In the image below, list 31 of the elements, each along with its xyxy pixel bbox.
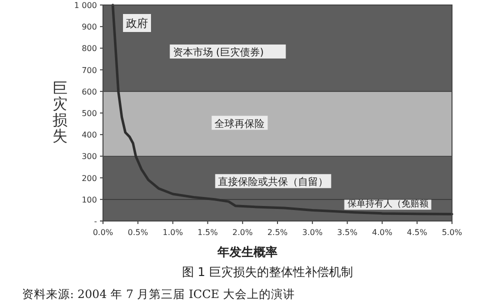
y-tick-label: 500	[82, 109, 97, 118]
y-tick-label: 100	[82, 195, 97, 204]
text: 资料来源: 2004 年 7 月第三届 ICCE 大会上的演讲	[22, 287, 295, 301]
band-label: 资本市场 (巨灾债券)	[172, 46, 264, 59]
y-tick-label: 600	[82, 87, 97, 96]
x-tick-label: 4.5%	[406, 228, 428, 237]
x-axis-title: 年发生概率	[216, 245, 278, 259]
band-label: 保单持有人（免赔额	[347, 198, 428, 210]
x-tick-label: 2.0%	[232, 228, 254, 237]
y-tick-label: 400	[82, 130, 97, 140]
annotation: 政府	[126, 17, 148, 30]
band-label: 全球再保险	[214, 118, 265, 130]
x-tick-label: 1.5%	[198, 228, 218, 237]
y-tick-label: -	[94, 217, 98, 226]
y-axis-title: 巨灾损失	[52, 79, 68, 145]
y-tick-label: 200	[82, 174, 97, 183]
y-tick-label: 700	[82, 66, 97, 75]
x-tick-label: 0.5%	[128, 228, 148, 237]
x-tick-label: 2.5%	[267, 228, 288, 237]
x-tick-label: 0.0%	[92, 228, 114, 237]
text: 图 1 巨灾损失的整体性补偿机制	[182, 265, 354, 279]
band-label: 直接保险或共保（自留）	[218, 176, 328, 188]
y-tick-label: 300	[82, 152, 97, 162]
x-tick-label: 5.0%	[442, 228, 463, 237]
y-tick-label: 900	[82, 22, 97, 32]
y-tick-label: 1 000	[74, 1, 97, 10]
y-tick-label: 800	[82, 44, 97, 54]
x-tick-label: 3.0%	[302, 228, 323, 237]
x-tick-label: 4.0%	[372, 228, 393, 237]
x-tick-label: 3.5%	[337, 228, 358, 237]
x-tick-label: 1.0%	[162, 228, 184, 237]
